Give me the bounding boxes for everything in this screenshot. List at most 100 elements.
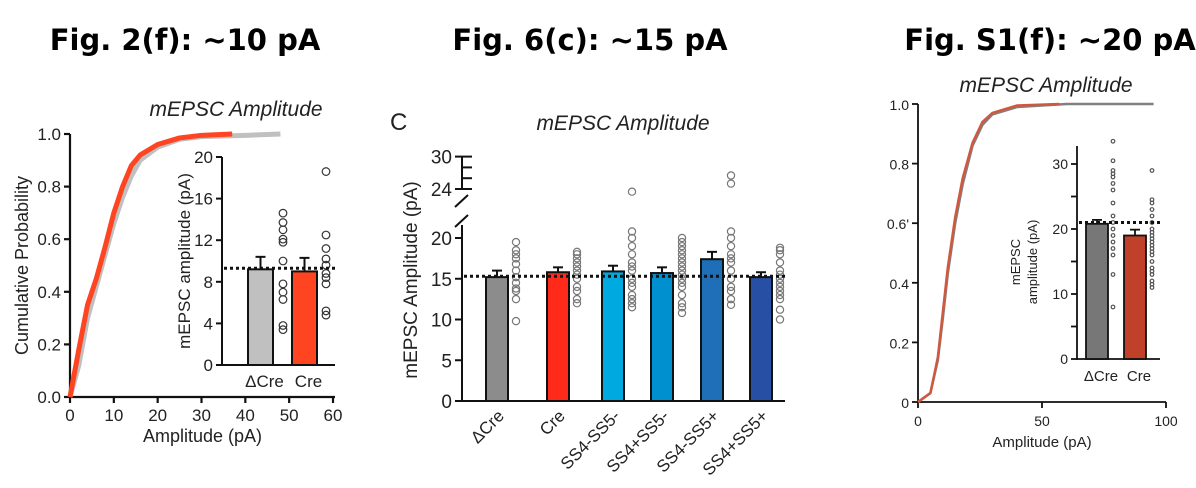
chart1-x-tick-label: 30 (192, 406, 211, 425)
chart3-y-tick-label: 0.6' (887, 216, 909, 232)
chart2-data-point (627, 227, 637, 236)
chart2-data-point (775, 278, 785, 288)
chart2-y-tick-label: 15 (431, 270, 452, 291)
chart1-inset-y-tick-label: 4 (204, 314, 213, 333)
panel-label: C (390, 109, 407, 136)
chart2-y-tick-label: 0 (441, 392, 452, 413)
chart2-data-point (511, 246, 521, 255)
chart2-bar (546, 271, 570, 403)
chart2-category-label: Cre (536, 406, 569, 439)
chart1-inset-data-point (278, 225, 288, 235)
chart2-data-point (726, 282, 736, 292)
chart3-inset-data-point (1149, 213, 1155, 219)
chart1-x-tick-label: 40 (236, 406, 255, 425)
chart2-data-point (511, 259, 521, 269)
chart2-bar (485, 276, 509, 402)
chart1-inset-data-point (321, 254, 331, 264)
chart1-inset-data-point (278, 218, 288, 227)
chart3-inset-data-point (1110, 181, 1116, 186)
chart2-data-point (726, 294, 736, 304)
chart2-data-point (627, 187, 637, 196)
chart2-data-point (726, 286, 736, 296)
chart2-data-point (726, 179, 736, 188)
chart2-data-point (511, 237, 521, 247)
chart2-data-point (677, 299, 687, 308)
chart1-inset-data-point (278, 325, 288, 335)
chart1-inset-data-point (278, 256, 288, 266)
chart2-data-point (572, 294, 582, 304)
chart3-inset-data-point (1149, 265, 1155, 271)
chart3-x-tick-label: 0 (914, 413, 922, 429)
chart2-y-tick-label: 24 (431, 180, 453, 201)
chart3-inset-data-point (1110, 213, 1116, 219)
chart2-data-point (775, 286, 785, 296)
chart3-inset-data-point (1110, 168, 1116, 173)
chart2-data-point (572, 299, 582, 308)
chart2-data-point (677, 241, 687, 251)
chart2-data-point (511, 286, 521, 296)
heading-fig2f: Fig. 2(f): ~10 pA (50, 23, 321, 57)
chart1-y-axis-label: Cumulative Probability (12, 176, 32, 355)
chart1-inset-y-tick-label: 12 (194, 231, 213, 250)
chart2-data-point (572, 282, 582, 292)
chart2-data-point (677, 266, 687, 275)
chart1-x-tick-label: 60 (324, 406, 343, 425)
chart1-inset-data-point (278, 295, 288, 304)
chart2-data-point (572, 258, 582, 267)
chart2-data-point (572, 250, 582, 259)
chart1-inset-data-point (278, 234, 288, 244)
chart2-data-point (726, 300, 736, 310)
chart2-data-point (627, 266, 637, 275)
chart2-axis-break-mark (454, 194, 469, 208)
chart3-inset-data-point (1110, 239, 1116, 245)
chart1-y-tick-label: 0.0 (37, 388, 61, 407)
chart2-y-axis-label: mEPSC Amplitude (pA) (401, 181, 422, 378)
chart3-inset-data-point (1110, 272, 1116, 277)
chart1-inset-data-point (321, 244, 331, 253)
chart3-inset-data-point (1110, 138, 1116, 144)
chart2-data-point (511, 254, 521, 263)
chart3-x-axis-label: Amplitude (pA) (992, 434, 1091, 451)
chart2-data-point (627, 294, 637, 304)
chart2-data-point (775, 282, 785, 292)
chart2-data-point (677, 258, 687, 267)
chart2-data-point (677, 270, 687, 279)
chart1-y-tick-label: 0.2 (37, 335, 61, 354)
chart3-inset-bar (1123, 234, 1147, 360)
chart1-inset-data-point (321, 273, 331, 283)
chart3-inset-y-tick-label: 20 (1052, 221, 1068, 237)
chart2-data-point (627, 250, 637, 259)
chart2-data-point (572, 286, 582, 296)
chart3-inset-data-point (1149, 207, 1155, 212)
chart2-data-point (627, 303, 637, 312)
chart3-x-tick-label: 50 (1034, 413, 1050, 429)
chart1-y-tick-label: 0.6 (37, 230, 61, 249)
chart2-data-point (677, 233, 687, 243)
chart1-inset-y-tick-label: 20 (194, 148, 213, 167)
chart2-data-point (627, 299, 637, 308)
chart3-inset-data-point (1110, 233, 1116, 238)
chart3-inset-data-point (1110, 187, 1116, 193)
chart2-data-point (677, 250, 687, 259)
chart2-category-label: ΔCre (467, 406, 508, 447)
chart2-data-point (775, 258, 785, 267)
chart2-data-point (572, 254, 582, 263)
chart2-data-point (511, 266, 521, 275)
chart2-data-point (511, 278, 521, 288)
chart2-data-point (726, 258, 736, 267)
chart1-x-tick-label: 10 (104, 406, 123, 425)
chart3-inset-data-point (1110, 252, 1116, 258)
chart1-inset-y-tick-label: 8 (204, 273, 213, 292)
chart2-data-point (677, 282, 687, 292)
chart2-data-point (775, 274, 785, 283)
chart2-data-point (775, 305, 785, 314)
chart2-data-point (775, 243, 785, 252)
chart2-data-point (677, 308, 687, 318)
chart2-data-point (775, 294, 785, 304)
chart2-axis-break-mark (454, 214, 469, 228)
chart1-inset-category-label: Cre (295, 372, 322, 391)
chart1-inset-data-point (321, 279, 331, 289)
chart2-data-point (775, 246, 785, 255)
chart3-inset-y-axis-label: mEPSC (1008, 239, 1023, 285)
chart2-title: mEPSC Amplitude (536, 112, 709, 135)
